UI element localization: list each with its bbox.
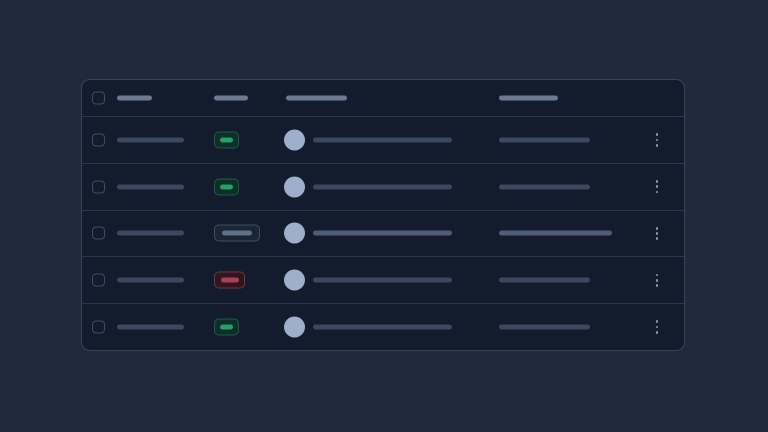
kebab-menu-icon <box>647 267 667 293</box>
row-menu-button[interactable] <box>647 314 667 340</box>
data-table-card <box>81 79 685 351</box>
row-checkbox[interactable] <box>92 133 105 147</box>
kebab-menu-icon <box>647 220 667 246</box>
row-checkbox[interactable] <box>92 320 105 334</box>
header-skeleton-bar <box>117 95 152 101</box>
avatar <box>284 129 305 151</box>
table-body <box>82 117 684 350</box>
select-all-checkbox[interactable] <box>92 91 105 105</box>
avatar <box>284 269 305 291</box>
name-skeleton-bar <box>117 277 184 283</box>
name-skeleton-bar <box>117 137 184 143</box>
status-badge-skeleton-bar <box>220 137 233 143</box>
detail-skeleton-bar <box>499 277 590 283</box>
table-row <box>82 162 684 210</box>
detail-skeleton-bar <box>499 324 590 330</box>
item-skeleton-bar <box>313 230 452 236</box>
item-skeleton-bar <box>313 277 452 283</box>
name-skeleton-bar <box>117 230 184 236</box>
status-badge <box>214 318 239 336</box>
status-badge <box>214 131 239 149</box>
status-badge <box>214 178 239 196</box>
row-menu-button[interactable] <box>647 220 667 246</box>
row-checkbox[interactable] <box>92 273 105 287</box>
status-badge-skeleton-bar <box>220 277 239 283</box>
status-badge-skeleton-bar <box>220 184 233 190</box>
row-checkbox[interactable] <box>92 180 105 194</box>
row-menu-button[interactable] <box>647 267 667 293</box>
kebab-menu-icon <box>647 314 667 340</box>
status-badge-skeleton-bar <box>220 324 233 330</box>
item-skeleton-bar <box>313 137 452 143</box>
table-row <box>82 256 684 303</box>
header-skeleton-bar <box>214 95 248 101</box>
status-badge <box>214 224 260 242</box>
kebab-menu-icon <box>647 174 667 200</box>
status-badge-skeleton-bar <box>222 230 252 236</box>
detail-skeleton-bar <box>499 184 590 190</box>
avatar <box>284 316 305 338</box>
header-skeleton-bar <box>499 95 558 101</box>
name-skeleton-bar <box>117 324 184 330</box>
row-menu-button[interactable] <box>647 127 667 153</box>
row-checkbox[interactable] <box>92 226 105 240</box>
table-row <box>82 303 684 350</box>
kebab-menu-icon <box>647 127 667 153</box>
avatar <box>284 222 305 244</box>
detail-skeleton-bar <box>499 137 590 143</box>
name-skeleton-bar <box>117 184 184 190</box>
item-skeleton-bar <box>313 324 452 330</box>
table-header-row <box>82 80 684 117</box>
item-skeleton-bar <box>313 184 452 190</box>
row-menu-button[interactable] <box>647 174 667 200</box>
table-row <box>82 117 684 163</box>
table-row <box>82 209 684 257</box>
avatar <box>284 176 305 198</box>
status-badge <box>214 271 245 289</box>
header-skeleton-bar <box>286 95 347 101</box>
detail-skeleton-bar <box>499 230 612 236</box>
